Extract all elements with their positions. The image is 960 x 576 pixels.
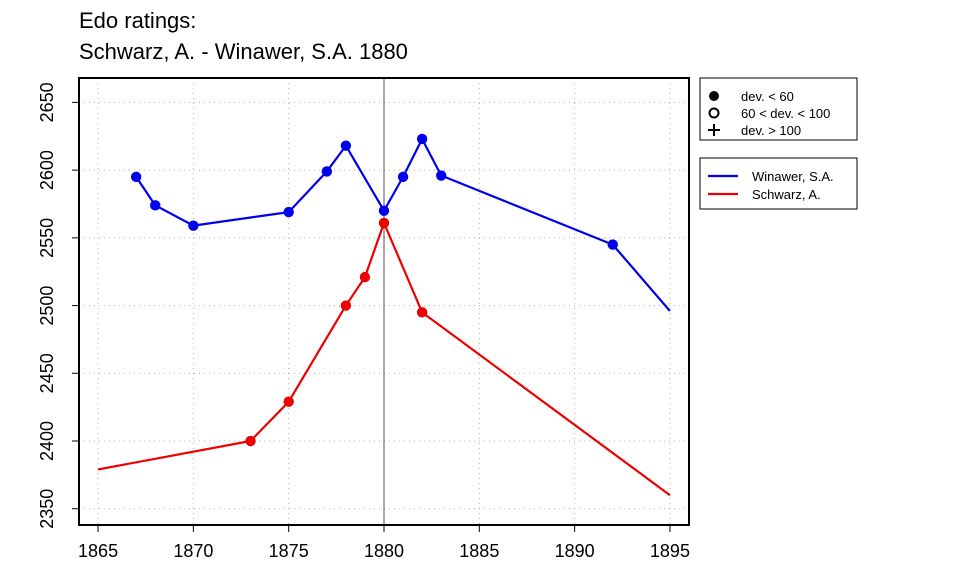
marker-legend-label-1: 60 < dev. < 100 [741,106,830,121]
filled-circle-icon [709,91,719,101]
series-layer [97,133,671,497]
data-point-schwarz-a-1882 [416,307,428,318]
y-tick-label-2650: 2650 [37,82,57,122]
chart-title-line-1: Edo ratings: [79,8,197,33]
data-point-winawer-s-a-1877 [321,166,333,177]
marker-legend: dev. < 60 60 < dev. < 100 dev. > 100 [699,77,858,141]
y-tick-label-2500: 2500 [37,286,57,326]
data-point-winawer-s-a-1868 [150,200,161,211]
data-point-schwarz-a-1880 [378,217,390,229]
data-point-winawer-s-a-1883 [435,170,447,181]
x-tick-label-1885: 1885 [459,541,499,561]
data-point-winawer-s-a-1881 [397,171,409,183]
data-point-winawer-s-a-1878 [340,140,352,151]
legend-layer: dev. < 60 60 < dev. < 100 dev. > 100 Winawe… [699,77,858,210]
y-tick-label-2350: 2350 [37,489,57,529]
series-line-winawer-s-a [135,137,671,312]
x-tick-label-1880: 1880 [364,541,404,561]
open-circle-icon [708,107,720,119]
x-tick-label-1875: 1875 [269,541,309,561]
y-tick-label-2450: 2450 [37,353,57,393]
x-tick-label-1895: 1895 [650,541,690,561]
data-point-schwarz-a-1878 [340,300,352,311]
marker-legend-label-2: dev. > 100 [741,123,801,138]
data-point-winawer-s-a-1880 [378,205,390,216]
data-point-schwarz-a-1873 [245,435,256,447]
data-point-winawer-s-a-1870 [188,220,199,231]
data-point-winawer-s-a-1892 [607,239,618,250]
x-tick-label-1890: 1890 [555,541,595,561]
series-line-schwarz-a [97,221,671,497]
x-tick-label-1870: 1870 [173,541,213,561]
data-point-winawer-s-a-1882 [416,133,428,145]
data-point-winawer-s-a-1867 [130,171,142,183]
y-tick-label-2600: 2600 [37,150,57,190]
series-legend-box [699,157,858,210]
y-tick-label-2550: 2550 [37,218,57,258]
marker-legend-box [699,77,858,141]
series-legend-label-1: Schwarz, A. [752,187,821,202]
plus-icon [708,124,720,136]
axis-layer: 1865 1870 1875 1880 1885 1890 1895 2350 2400 2450… [37,82,690,561]
data-point-schwarz-a-1879 [359,271,371,283]
y-tick-label-2400: 2400 [37,421,57,461]
chart-title-line-2: Schwarz, A. - Winawer, S.A. 1880 [79,39,408,64]
x-tick-label-1865: 1865 [78,541,118,561]
series-legend-label-0: Winawer, S.A. [752,169,834,184]
data-point-schwarz-a-1875 [283,396,294,407]
marker-legend-label-0: dev. < 60 [741,89,794,104]
series-legend: Winawer, S.A. Schwarz, A. [699,157,858,210]
data-point-winawer-s-a-1875 [283,206,294,218]
